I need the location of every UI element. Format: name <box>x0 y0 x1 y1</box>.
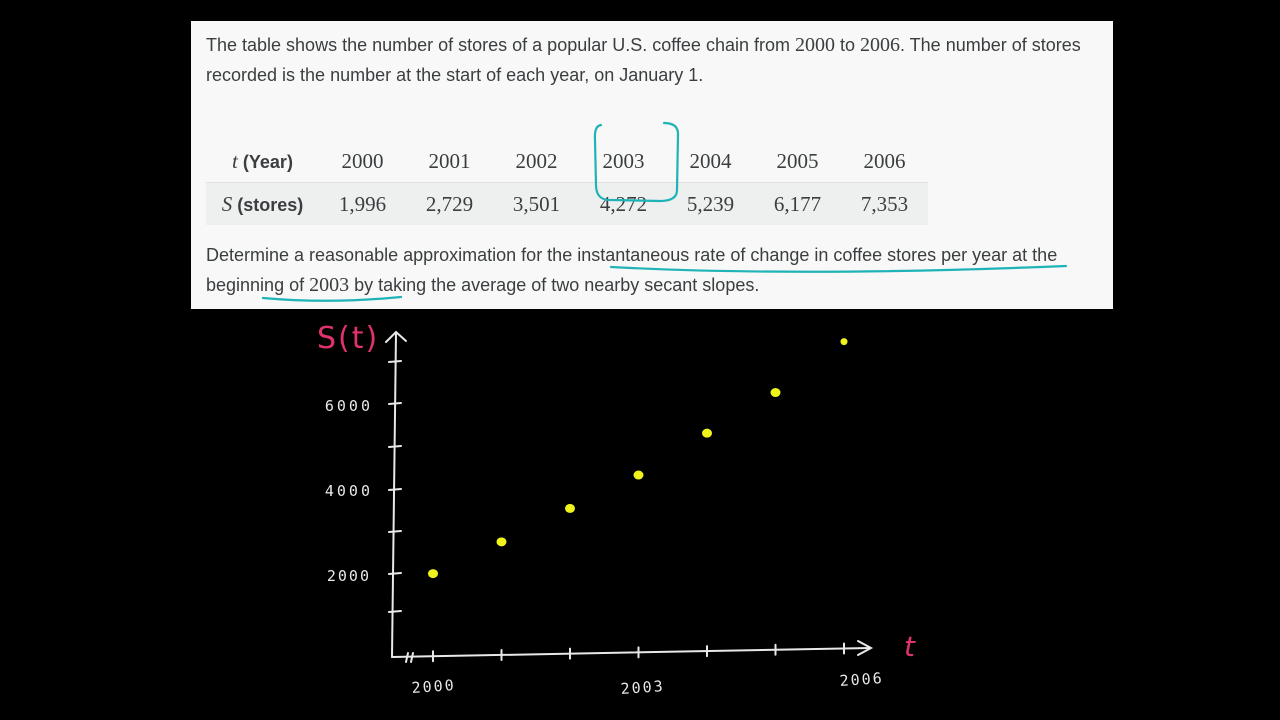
y-tick-mark <box>388 572 402 575</box>
x-axis <box>391 647 871 658</box>
x-axis-arrow <box>857 640 874 656</box>
data-point-2001 <box>496 537 507 547</box>
data-points <box>428 338 848 579</box>
x-tick-label-2000: 2000 <box>411 676 456 697</box>
x-tick-label-2003: 2003 <box>620 677 665 698</box>
highlight-annotations <box>261 121 1068 302</box>
question-text-mid: at the <box>1007 245 1058 265</box>
axes <box>385 330 874 663</box>
intro-text: The table shows the number of stores of … <box>206 35 795 55</box>
stores-cell: 6,177 <box>754 182 841 225</box>
underline-rate <box>609 264 1068 273</box>
underline-beginning <box>261 295 403 302</box>
y-tick-marks <box>388 360 402 613</box>
y-tick-mark <box>388 610 402 613</box>
stores-cell: 7,353 <box>841 182 928 225</box>
y-tick-mark <box>388 402 402 405</box>
y-axis-arrow <box>385 330 407 343</box>
data-point-2000 <box>428 569 438 579</box>
year-cell: 2002 <box>493 140 580 183</box>
problem-intro: The table shows the number of stores of … <box>206 30 1096 90</box>
stores-cell: 1,996 <box>319 182 406 225</box>
y-axis-label: S(t) <box>317 321 379 356</box>
highlight-box-2003 <box>593 121 680 203</box>
year-header: t (Year) <box>206 140 319 183</box>
data-point-2004 <box>702 428 712 438</box>
stores-cell: 3,501 <box>493 182 580 225</box>
intro-year-end: 2006 <box>860 34 900 56</box>
question-text: Determine a reasonable approximation for… <box>206 245 578 265</box>
y-tick-label-2000: 2000 <box>327 567 371 585</box>
year-cell: 2004 <box>667 140 754 183</box>
stores-cell: 2,729 <box>406 182 493 225</box>
intro-text-to: to <box>834 35 860 55</box>
stores-header: S (stores) <box>206 182 319 225</box>
question-highlight-beginning: beginning of <box>206 275 310 295</box>
x-tick-marks <box>432 642 845 663</box>
y-axis <box>391 332 397 658</box>
y-tick-mark <box>388 530 402 533</box>
data-point-2003 <box>633 470 644 480</box>
y-tick-label-4000: 4000 <box>325 482 373 500</box>
year-cell: 2005 <box>754 140 841 183</box>
intro-year-start: 2000 <box>794 34 835 56</box>
year-cell: 2001 <box>406 140 493 183</box>
stores-cell: 5,239 <box>667 182 754 225</box>
year-cell: 2006 <box>841 140 928 183</box>
x-tick-label-2006: 2006 <box>839 669 884 690</box>
stores-cell-highlighted: 4,272 <box>580 182 667 225</box>
question-highlight-year: 2003 <box>309 274 350 296</box>
question-text-end: by taking the average of two nearby seca… <box>349 275 760 295</box>
y-tick-mark <box>388 360 402 363</box>
table-row-stores: S (stores) 1,996 2,729 3,501 4,272 5,239… <box>206 182 928 225</box>
x-axis-label: t <box>904 630 916 663</box>
question-highlight-rate: instantaneous rate of change in coffee s… <box>577 245 1008 265</box>
intro-text-end: . The number of stores recorded is the n… <box>206 35 1081 85</box>
problem-panel: The table shows the number of stores of … <box>191 21 1113 309</box>
y-tick-label-6000: 6000 <box>325 397 373 415</box>
data-point-2005 <box>770 388 781 398</box>
data-point-2002 <box>565 503 575 513</box>
problem-question: Determine a reasonable approximation for… <box>206 240 1096 300</box>
axis-break-mark <box>405 652 414 663</box>
year-cell: 2000 <box>319 140 406 183</box>
y-tick-mark <box>388 488 402 491</box>
data-point-2006 <box>840 338 848 346</box>
y-tick-mark <box>388 445 402 448</box>
